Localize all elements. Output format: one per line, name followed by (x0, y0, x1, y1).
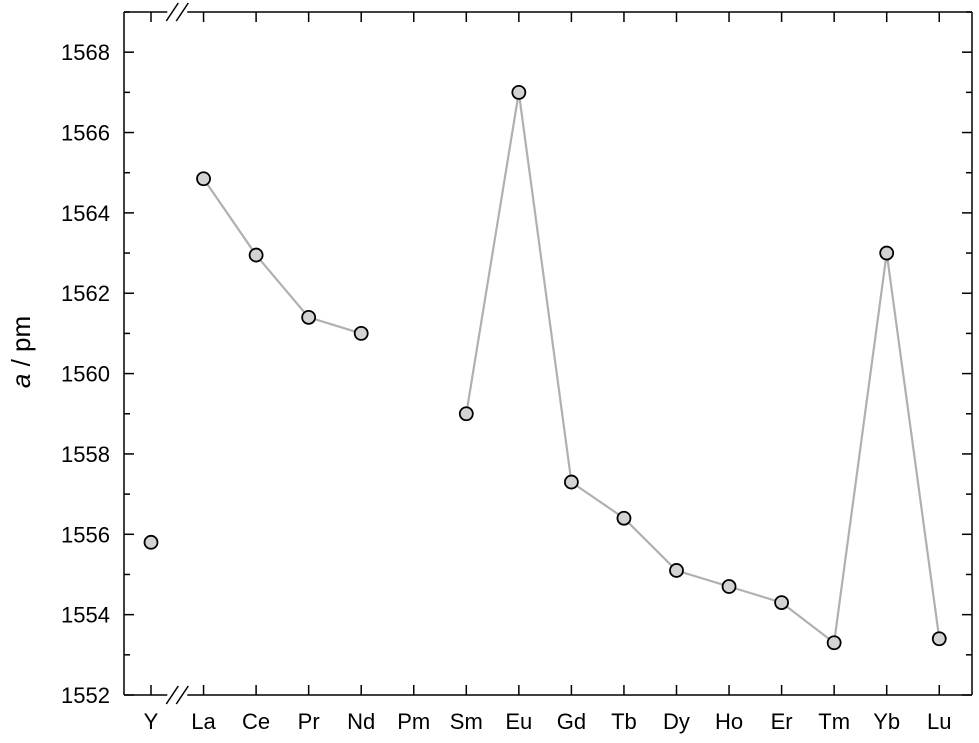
x-tick-label-La: La (191, 709, 216, 734)
series-line-segment-1 (202, 178, 362, 335)
y-axis-label: a / pm (6, 316, 36, 388)
data-point-Lu (931, 631, 947, 647)
y-tick-label-1554: 1554 (61, 603, 110, 628)
series-lines (202, 92, 941, 645)
x-tick-label-Nd: Nd (347, 709, 375, 734)
x-tick-label-Tb: Tb (611, 709, 637, 734)
top-break-slash-1 (165, 2, 179, 22)
y-tick-label-1560: 1560 (61, 362, 110, 387)
x-tick-label-Ce: Ce (242, 709, 270, 734)
series-line-segment-2 (465, 92, 941, 645)
data-point-Dy (669, 563, 684, 578)
data-point-Tm (826, 635, 842, 651)
x-tick-label-Er: Er (771, 709, 793, 734)
y-axis-label-rest: / pm (6, 316, 36, 374)
x-tick-label-Lu: Lu (927, 709, 951, 734)
bottom-break-slash-2 (175, 685, 189, 705)
data-point-Sm (458, 406, 474, 422)
data-point-Er (774, 595, 789, 610)
data-point-Ho (721, 579, 737, 594)
top-break-slash-2 (175, 2, 189, 22)
x-tick-label-Eu: Eu (505, 709, 532, 734)
data-point-Ce (248, 247, 264, 263)
y-tick-label-1552: 1552 (61, 683, 110, 708)
x-tick-label-Dy: Dy (663, 709, 690, 734)
x-axis-ticks: Y La Ce Pr Nd Pm Sm Eu Gd Tb Dy Ho Er Tm Yb Lu (144, 12, 951, 734)
y-tick-label-1556: 1556 (61, 522, 110, 547)
data-point-Gd (564, 474, 579, 490)
data-point-Y (143, 534, 159, 550)
x-tick-label-Ho: Ho (715, 709, 743, 734)
x-tick-label-Yb: Yb (873, 709, 900, 734)
x-tick-label-Pr: Pr (298, 709, 320, 734)
bottom-break-slash-1 (165, 685, 179, 705)
x-tick-label-Tm: Tm (818, 709, 850, 734)
plot-frame (123, 11, 973, 696)
data-point-La (196, 171, 211, 187)
axis-break-marks (165, 2, 189, 705)
data-point-Eu (511, 84, 527, 100)
y-tick-label-1558: 1558 (61, 442, 110, 467)
y-tick-label-1566: 1566 (61, 121, 110, 146)
y-axis-label-italic: a (6, 374, 36, 388)
y-tick-label-1562: 1562 (61, 281, 110, 306)
y-tick-label-1564: 1564 (61, 201, 110, 226)
x-tick-label-Sm: Sm (450, 709, 483, 734)
data-point-Yb (879, 245, 895, 261)
data-point-Tb (616, 510, 632, 526)
data-point-Pr (301, 309, 317, 325)
data-point-Nd (353, 326, 369, 341)
y-axis-ticks: 1552 1554 1556 1558 1560 1562 1564 1566 1568 (61, 11, 972, 708)
series-points (143, 84, 947, 651)
y-tick-label-1568: 1568 (61, 40, 110, 65)
x-tick-label-Gd: Gd (557, 709, 586, 734)
x-tick-label-Pm: Pm (397, 709, 430, 734)
x-tick-label-Y: Y (144, 709, 159, 734)
